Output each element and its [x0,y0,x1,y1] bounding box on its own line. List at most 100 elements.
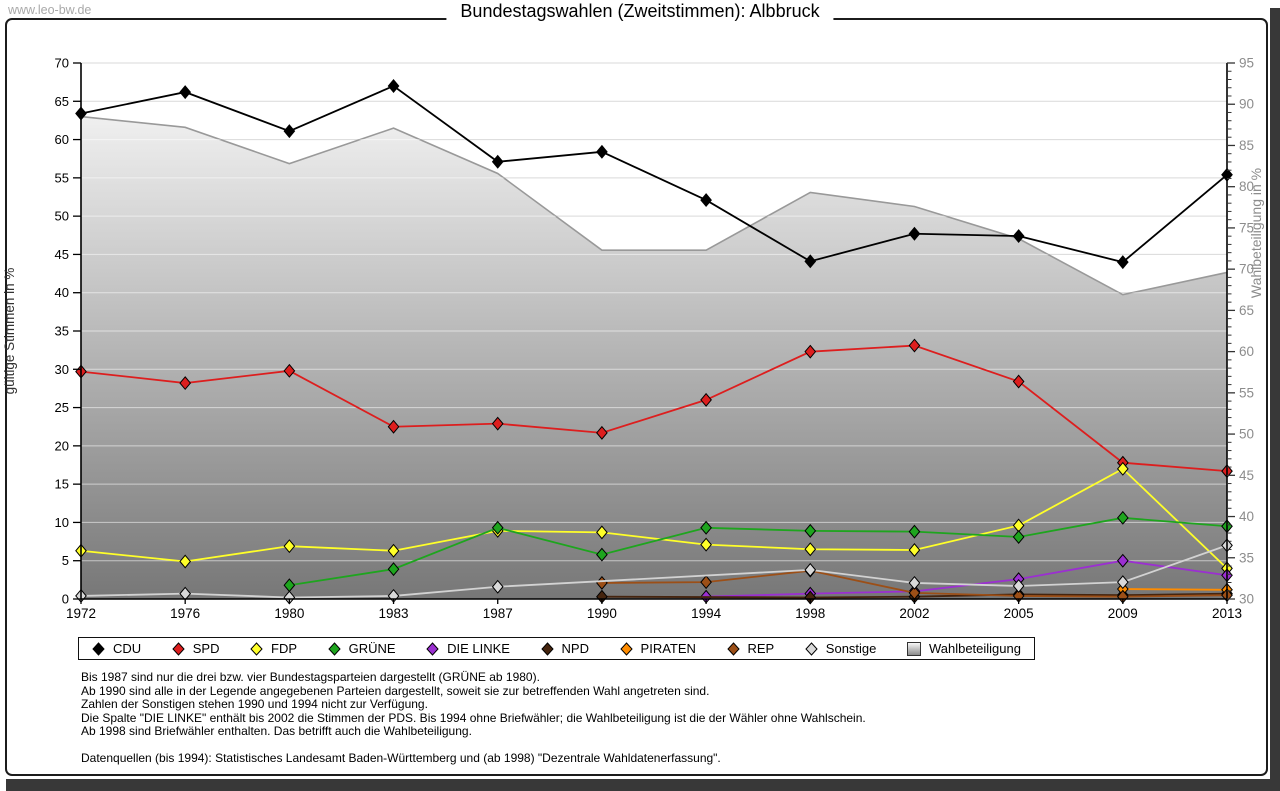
legend-marker-icon [619,641,633,656]
legend-label: REP [747,641,775,656]
legend-marker-icon [805,641,818,656]
data-point [1012,579,1025,593]
wahlbeteiligung-area [80,115,1228,599]
svg-text:30: 30 [1239,592,1254,607]
footnote-line: Die Spalte "DIE LINKE" enthält bis 2002 … [81,710,866,725]
x-tick-label: 1983 [379,606,409,621]
x-tick-label: 1980 [274,606,304,621]
data-point [179,554,192,569]
data-point [1012,229,1025,244]
data-point [700,193,712,208]
data-point [1116,461,1129,476]
svg-text:75: 75 [1239,220,1254,235]
data-point [596,547,608,562]
data-point [700,537,712,552]
x-tick-label: 2005 [1004,606,1034,621]
data-point [387,562,400,577]
svg-text:25: 25 [55,400,69,415]
svg-text:35: 35 [1239,550,1254,565]
legend-label: DIE LINKE [447,641,510,656]
svg-text:30: 30 [55,362,69,377]
svg-text:40: 40 [1239,509,1254,524]
svg-text:85: 85 [1239,138,1254,153]
data-point [1012,374,1025,389]
legend-item-fdp: FDP [250,641,297,656]
data-point [908,575,921,590]
legend-item-npd: NPD [540,641,589,656]
data-point [179,376,192,391]
svg-text:80: 80 [1239,179,1254,194]
data-point [804,254,817,269]
legend-item-die-linke: DIE LINKE [426,641,510,656]
legend-marker-icon [327,641,341,656]
svg-text:70: 70 [55,56,69,71]
data-point [387,543,400,558]
data-point [908,543,921,557]
data-point [804,344,817,359]
svg-text:10: 10 [55,515,69,530]
svg-text:70: 70 [1239,262,1254,277]
x-tick-label: 1976 [170,606,200,621]
data-point [283,539,296,554]
data-point [1012,529,1025,544]
footnotes: Bis 1987 sind nur die drei bzw. vier Bun… [81,670,866,766]
x-tick-label: 1998 [795,606,825,621]
svg-text:20: 20 [55,438,69,453]
data-point [804,523,817,538]
svg-text:5: 5 [62,553,69,568]
legend-label: PIRATEN [640,641,696,656]
footnote-line: Zahlen der Sonstigen stehen 1990 und 199… [81,697,428,711]
svg-text:35: 35 [55,324,69,339]
left-axis-label: gültige Stimmen in % [2,268,17,395]
legend-marker-icon [92,641,105,656]
x-tick-label: 2013 [1212,606,1242,621]
svg-text:45: 45 [1239,468,1254,483]
right-axis-label: Wahlbeteiligung in % [1248,168,1264,298]
data-point [700,520,712,535]
data-point [387,78,400,93]
legend-item-rep: REP [726,641,775,656]
legend-marker-icon [726,641,740,656]
footnote-line [81,739,866,753]
x-tick-label: 1972 [66,606,96,621]
legend-label: SPD [192,641,220,656]
data-point [700,392,712,407]
window-shadow-bottom [6,779,1280,791]
footnote-line: Bis 1987 sind nur die drei bzw. vier Bun… [81,670,540,684]
data-point [491,154,504,169]
data-point [1116,553,1129,568]
legend-marker-icon [426,641,439,656]
legend-label: FDP [271,641,298,656]
svg-text:55: 55 [55,170,69,185]
svg-text:50: 50 [55,209,69,224]
svg-text:0: 0 [62,592,69,607]
data-point [908,226,921,241]
x-tick-label: 1990 [587,606,617,621]
watermark: www.leo-bw.de [8,3,92,17]
legend-label: Wahlbeteiligung [928,641,1021,656]
data-point [596,425,608,440]
legend-marker-icon [540,641,554,656]
svg-text:50: 50 [1239,427,1254,442]
data-point [700,575,712,590]
data-point [1116,510,1129,525]
svg-text:45: 45 [55,247,69,262]
data-point [491,520,504,535]
legend-item-cdu: CDU [92,641,141,656]
x-tick-label: 1987 [483,606,513,621]
svg-text:65: 65 [1239,303,1254,318]
window-shadow-right [1270,8,1280,791]
legend-item-gr-ne: GRÜNE [327,641,396,656]
legend-item-piraten: PIRATEN [619,641,696,656]
wahlbeteiligung-swatch-icon [906,641,921,656]
data-point [804,542,817,557]
data-point [908,338,921,353]
svg-text:65: 65 [55,94,69,109]
data-point [283,124,296,139]
svg-text:90: 90 [1239,97,1254,112]
data-point [596,525,608,540]
legend-item-wahlbeteiligung: Wahlbeteiligung [906,641,1021,656]
svg-text:15: 15 [55,477,69,492]
data-point [908,524,921,539]
svg-text:40: 40 [55,285,69,300]
